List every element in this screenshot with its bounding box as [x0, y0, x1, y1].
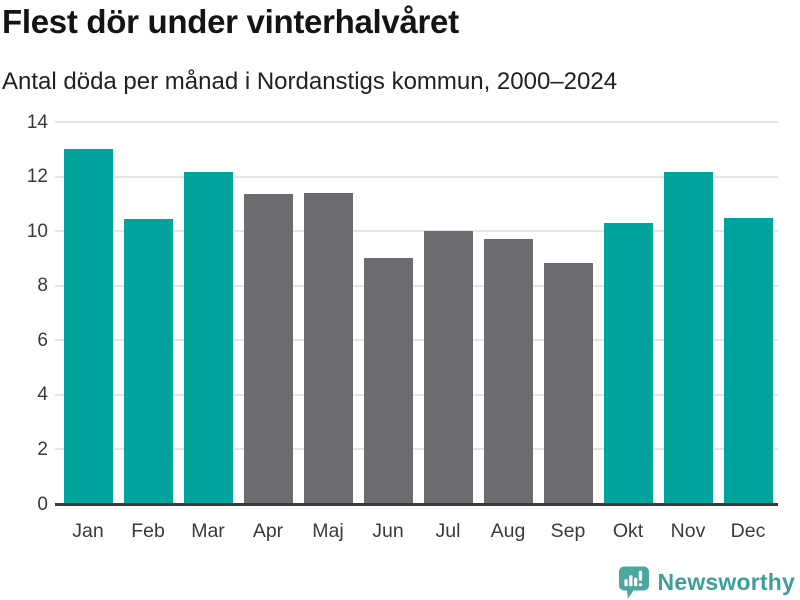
bar-sep	[543, 262, 593, 504]
x-axis-tick-label: Sep	[550, 520, 586, 542]
bar-nov	[663, 172, 713, 504]
x-axis-tick-label: Feb	[131, 520, 165, 542]
y-axis-tick-label: 8	[37, 275, 48, 297]
bar-feb	[123, 218, 173, 504]
y-axis-tick-label: 6	[37, 329, 48, 351]
y-axis-tick-label: 12	[26, 166, 48, 188]
x-axis-tick-label: Apr	[252, 520, 284, 542]
newsworthy-logo-icon	[618, 566, 649, 598]
x-axis-tick-label: Jun	[372, 520, 404, 542]
y-axis-tick-label: 4	[37, 384, 48, 406]
bar-mar	[183, 172, 233, 504]
brand-name: Newsworthy	[657, 568, 795, 595]
y-axis-tick-label: 14	[26, 111, 48, 133]
y-gridline	[55, 121, 778, 123]
bar-aug	[483, 239, 533, 504]
x-axis-tick-label: Aug	[490, 520, 526, 542]
bar-maj	[303, 192, 353, 504]
x-axis-tick-label: Mar	[191, 520, 225, 542]
y-gridline	[55, 284, 778, 287]
y-axis-tick-label: 10	[26, 220, 48, 242]
bar-jan	[63, 149, 113, 504]
y-axis-tick-label: 0	[37, 493, 48, 515]
y-gridline	[55, 339, 778, 342]
bar-dec	[723, 217, 773, 504]
bar-jun	[363, 258, 413, 504]
brand-footer: Newsworthy	[618, 565, 795, 599]
x-axis-baseline	[55, 502, 778, 506]
x-axis-tick-label: Jan	[72, 520, 104, 542]
x-axis-tick-label: Okt	[612, 520, 644, 542]
y-gridline	[55, 230, 778, 233]
bar-okt	[603, 222, 653, 504]
bar-jul	[423, 231, 473, 504]
y-gridline	[55, 175, 778, 178]
chart-subtitle: Antal döda per månad i Nordanstigs kommu…	[2, 68, 618, 95]
x-axis-tick-label: Dec	[730, 520, 766, 542]
y-gridline	[55, 448, 778, 451]
bar-apr	[243, 194, 293, 504]
x-axis-tick-label: Nov	[670, 520, 706, 542]
chart-title: Flest dör under vinterhalvåret	[2, 3, 459, 40]
y-gridline	[55, 393, 778, 396]
x-axis-tick-label: Jul	[435, 520, 461, 542]
y-axis-tick-label: 2	[37, 438, 48, 460]
x-axis-tick-label: Maj	[312, 520, 344, 542]
